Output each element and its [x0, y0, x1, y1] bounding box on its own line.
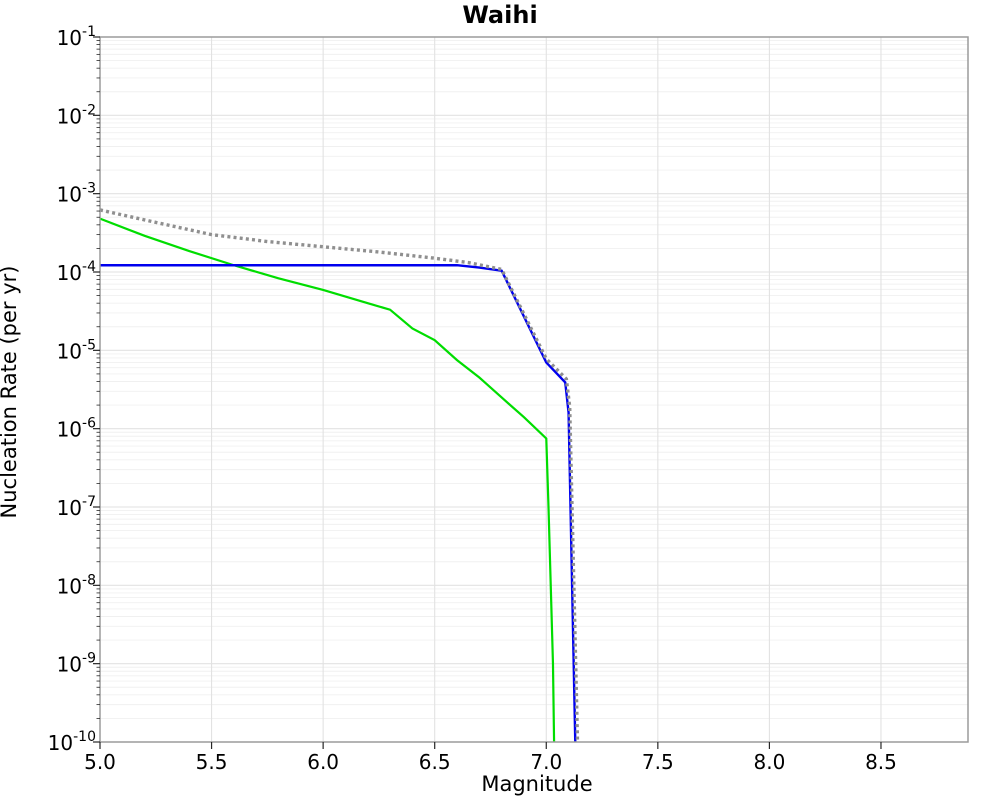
- y-tick-label: 10-2: [57, 102, 96, 128]
- y-tick-label: 10-7: [57, 494, 96, 520]
- x-tick-label: 8.5: [865, 750, 897, 774]
- plot-frame: [99, 36, 969, 743]
- blue-curve: [100, 264, 577, 743]
- x-tick-label: 6.0: [307, 750, 339, 774]
- chart-generated-layer: 10-1 10-2 10-3 10-4 10-5 10-6 10-7 10-8 10-9 10-1…: [48, 24, 969, 774]
- y-tick-label: 10-8: [57, 572, 96, 598]
- x-tick-label: 7.0: [530, 750, 562, 774]
- y-tick-label: 10-10: [48, 729, 96, 755]
- x-axis-label: Magnitude: [481, 772, 592, 796]
- x-tick-label: 5.5: [196, 750, 228, 774]
- x-tick-label: 7.5: [642, 750, 674, 774]
- y-tick-label: 10-6: [57, 416, 97, 442]
- y-tick-label: 10-9: [57, 651, 96, 677]
- y-tick-label: 10-5: [57, 337, 96, 363]
- y-tick-label: 10-3: [57, 181, 96, 207]
- y-axis-label: Nucleation Rate (per yr): [0, 266, 21, 519]
- chart-title: Waihi: [462, 1, 537, 29]
- x-tick-label: 6.5: [419, 750, 451, 774]
- x-tick-label: 8.0: [754, 750, 786, 774]
- x-tick-label: 5.0: [84, 750, 116, 774]
- y-tick-label: 10-4: [57, 259, 97, 285]
- grey-dotted-curve: [99, 208, 580, 743]
- y-tick-label: 10-1: [57, 24, 96, 50]
